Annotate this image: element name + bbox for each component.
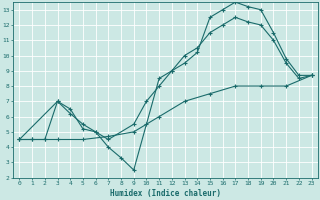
X-axis label: Humidex (Indice chaleur): Humidex (Indice chaleur) <box>110 189 221 198</box>
